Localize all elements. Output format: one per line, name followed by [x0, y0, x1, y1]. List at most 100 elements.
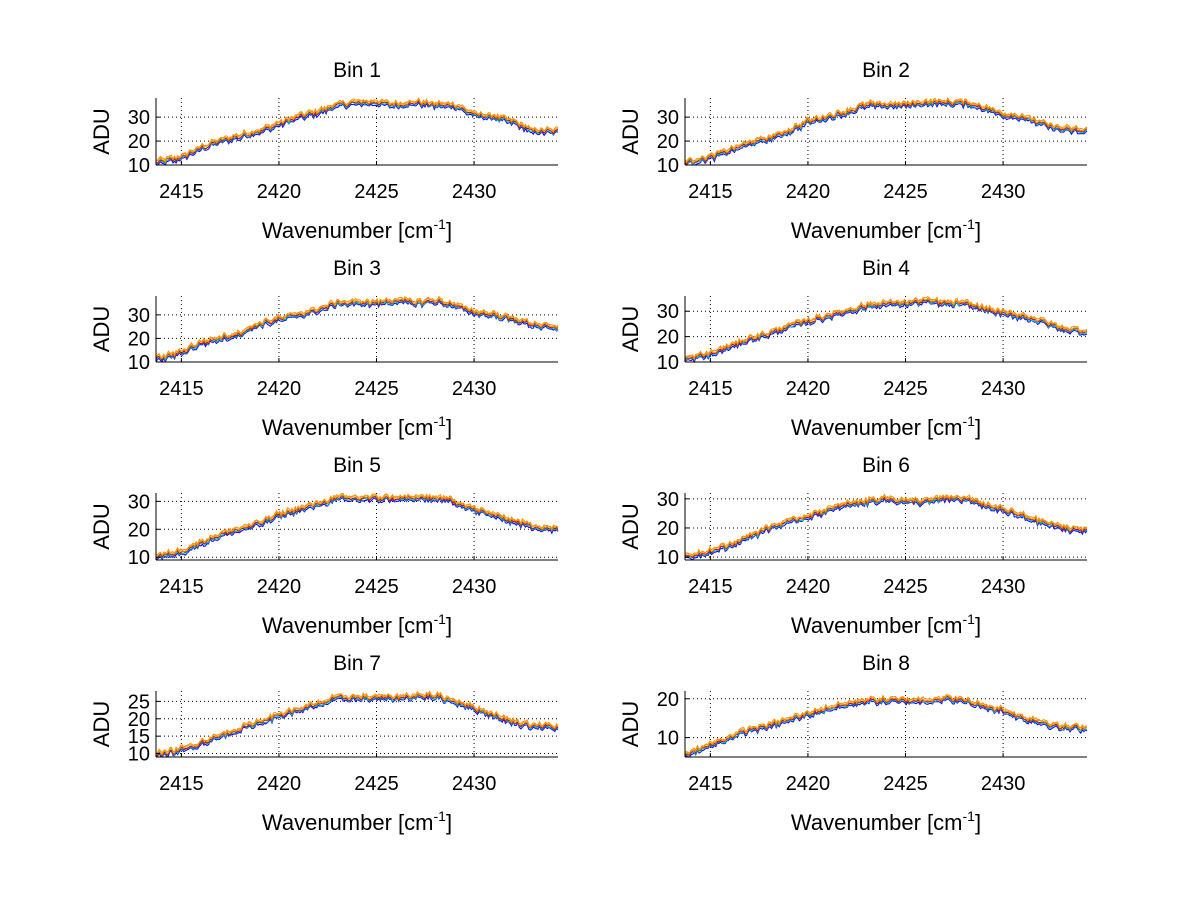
x-axis-label: Wavenumber [cm-1] — [791, 808, 981, 835]
x-tick-label: 2425 — [354, 181, 399, 203]
series-line-1 — [684, 497, 1088, 561]
x-tick-label: 2430 — [981, 773, 1026, 795]
x-tick-label: 2420 — [786, 181, 831, 203]
y-tick-label: 30 — [128, 491, 150, 513]
x-axis-label: Wavenumber [cm-1] — [791, 216, 981, 243]
series-line-2 — [155, 496, 559, 560]
x-tick-label: 2425 — [883, 576, 928, 598]
y-tick-label: 15 — [128, 726, 150, 748]
y-tick-label: 20 — [657, 131, 679, 153]
chart-title: Bin 1 — [333, 59, 381, 82]
x-tick-label: 2430 — [452, 181, 497, 203]
y-axis-label: ADU — [89, 108, 114, 154]
series-line-2 — [155, 693, 559, 758]
x-tick-label: 2420 — [786, 576, 831, 598]
chart-title: Bin 8 — [862, 652, 910, 675]
series-line-5 — [684, 295, 1088, 360]
y-axis-label: ADU — [89, 306, 114, 352]
y-tick-label: 10 — [128, 744, 150, 766]
y-tick-label: 25 — [128, 691, 150, 713]
y-axis-label: ADU — [618, 108, 643, 154]
x-tick-label: 2420 — [257, 773, 302, 795]
series-line-5 — [684, 694, 1088, 754]
y-tick-label: 10 — [657, 352, 679, 374]
x-axis-label: Wavenumber [cm-1] — [791, 413, 981, 440]
series-line-1 — [155, 695, 559, 758]
x-tick-label: 2415 — [688, 576, 733, 598]
x-tick-label: 2415 — [688, 773, 733, 795]
y-axis-label: ADU — [618, 306, 643, 352]
series-line-5 — [155, 295, 559, 359]
series-line-3 — [684, 99, 1088, 166]
subplot-4: 2415 2420 2425 2430 10 20 30 Bin 4 Wavenumber [c… — [618, 257, 1088, 440]
x-axis-label: Wavenumber [cm-1] — [262, 611, 452, 638]
x-tick-label: 2430 — [452, 576, 497, 598]
x-tick-label: 2420 — [786, 378, 831, 400]
x-tick-label: 2425 — [354, 773, 399, 795]
subplot-8: 2415 2420 2425 2430 10 20 Bin 8 Wavenumber [cm-… — [618, 652, 1088, 835]
x-tick-label: 2425 — [883, 773, 928, 795]
series-line-3 — [684, 695, 1088, 756]
y-tick-label: 20 — [128, 328, 150, 350]
series-line-4 — [684, 494, 1088, 557]
y-tick-label: 10 — [657, 547, 679, 569]
series-line-2 — [684, 696, 1088, 757]
series-line-1 — [684, 698, 1088, 758]
series-line-5 — [156, 492, 559, 557]
series-line-3 — [155, 692, 559, 758]
x-tick-label: 2415 — [159, 181, 204, 203]
y-tick-label: 20 — [128, 709, 150, 731]
x-tick-label: 2425 — [883, 181, 928, 203]
y-tick-label: 30 — [128, 305, 150, 327]
series-line-5 — [155, 97, 559, 162]
subplot-5: 2415 2420 2425 2430 10 20 30 Bin 5 Wavenumber [c… — [89, 454, 559, 638]
series-line-3 — [155, 494, 559, 559]
x-axis-label: Wavenumber [cm-1] — [262, 216, 452, 243]
y-tick-label: 10 — [128, 155, 150, 177]
y-tick-label: 30 — [657, 489, 679, 511]
x-tick-label: 2415 — [159, 576, 204, 598]
x-tick-label: 2430 — [981, 378, 1026, 400]
y-axis-label: ADU — [618, 701, 643, 747]
x-tick-label: 2415 — [688, 181, 733, 203]
series-line-1 — [684, 101, 1088, 166]
y-tick-label: 20 — [657, 327, 679, 349]
x-tick-label: 2425 — [354, 378, 399, 400]
series-line-5 — [155, 690, 559, 755]
chart-title: Bin 3 — [333, 257, 381, 280]
x-axis-label: Wavenumber [cm-1] — [262, 808, 452, 835]
y-tick-label: 30 — [128, 107, 150, 129]
series-line-4 — [155, 297, 559, 360]
y-axis-label: ADU — [89, 701, 114, 747]
y-tick-label: 10 — [657, 728, 679, 750]
x-tick-label: 2420 — [257, 576, 302, 598]
y-tick-label: 30 — [657, 107, 679, 129]
series-line-3 — [684, 496, 1088, 559]
x-tick-label: 2430 — [981, 181, 1026, 203]
x-tick-label: 2415 — [159, 773, 204, 795]
y-tick-label: 10 — [657, 155, 679, 177]
y-tick-label: 10 — [128, 547, 150, 569]
chart-title: Bin 5 — [333, 454, 381, 477]
y-tick-label: 20 — [128, 131, 150, 153]
y-tick-label: 10 — [128, 352, 150, 374]
y-tick-label: 20 — [657, 689, 679, 711]
series-line-4 — [155, 494, 559, 557]
y-tick-label: 20 — [657, 518, 679, 540]
x-tick-label: 2430 — [452, 378, 497, 400]
chart-title: Bin 4 — [862, 257, 910, 280]
chart-title: Bin 2 — [862, 59, 910, 82]
series-line-3 — [155, 297, 559, 362]
series-line-3 — [684, 298, 1088, 361]
series-line-2 — [684, 496, 1088, 559]
x-axis-label: Wavenumber [cm-1] — [791, 611, 981, 638]
chart-title: Bin 6 — [862, 454, 910, 477]
y-tick-label: 30 — [657, 301, 679, 323]
chart-title: Bin 7 — [333, 652, 381, 675]
